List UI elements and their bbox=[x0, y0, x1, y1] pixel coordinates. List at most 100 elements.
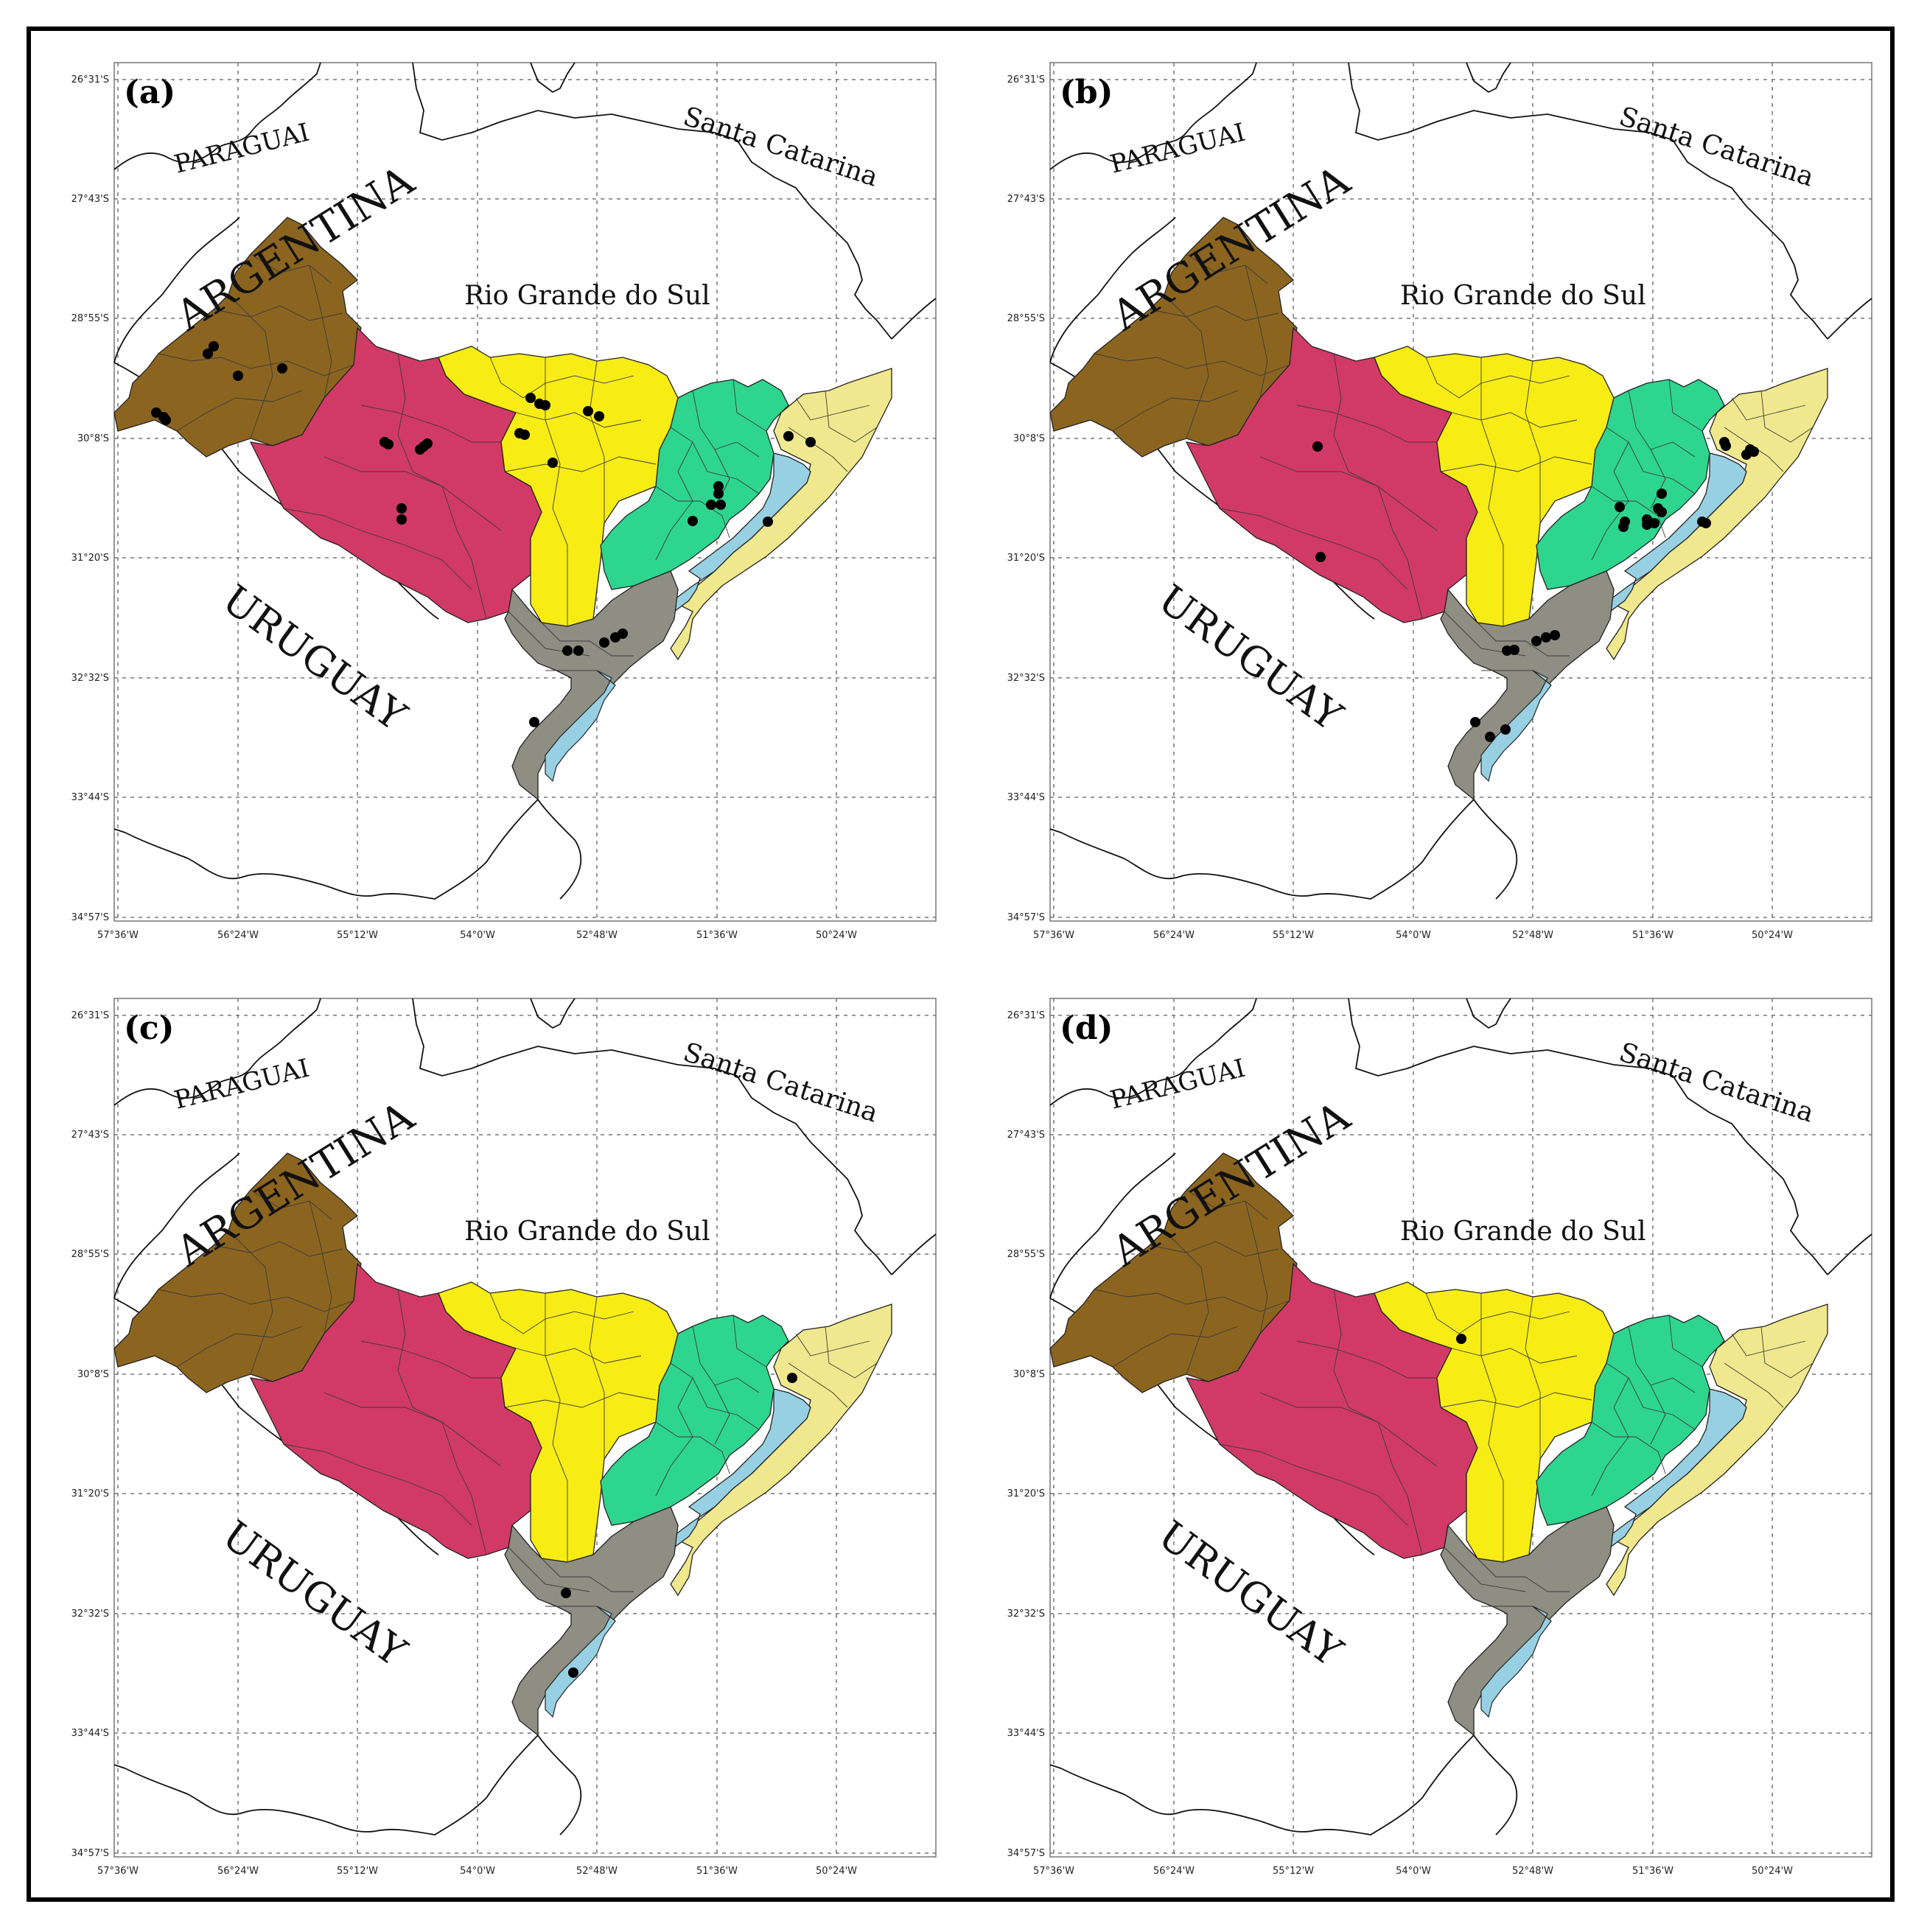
lon-tick: 56°24'W bbox=[217, 1866, 259, 1877]
lon-tick: 55°12'W bbox=[337, 930, 378, 941]
panel-letter: (c) bbox=[124, 1009, 174, 1047]
label-rio-grande-do-sul: Rio Grande do Sul bbox=[464, 1217, 710, 1247]
panel-letter: (a) bbox=[124, 74, 175, 111]
label-paraguai: PARAGUAI bbox=[172, 118, 312, 180]
region-central bbox=[1374, 346, 1615, 627]
panel-b: 26°31'S 27°43'S 28°55'S 30°8'S 31°20'S 3… bbox=[1007, 62, 1872, 941]
lon-tick: 55°12'W bbox=[337, 1866, 378, 1877]
label-santa-catarina: Santa Catarina bbox=[679, 1037, 881, 1129]
lon-tick: 54°0'W bbox=[1396, 930, 1431, 941]
lon-tick: 52°48'W bbox=[576, 930, 618, 941]
lon-tick: 52°48'W bbox=[1512, 930, 1553, 941]
region-west bbox=[1049, 1152, 1298, 1393]
lat-tick: 34°57'S bbox=[71, 1848, 109, 1859]
region-west bbox=[113, 217, 362, 458]
figure-frame bbox=[27, 27, 1895, 1902]
lon-tick: 57°36'W bbox=[97, 1866, 139, 1877]
station-markers bbox=[561, 1373, 797, 1678]
panel-d: 26°31'S 27°43'S 28°55'S 30°8'S 31°20'S 3… bbox=[1007, 998, 1872, 1877]
lat-tick: 26°31'S bbox=[1007, 1010, 1045, 1021]
lon-tick: 54°0'W bbox=[1396, 1866, 1431, 1877]
lat-tick: 27°43'S bbox=[71, 1130, 109, 1141]
lon-tick: 52°48'W bbox=[576, 1866, 618, 1877]
lat-tick: 26°31'S bbox=[1007, 74, 1045, 85]
label-santa-catarina: Santa Catarina bbox=[1615, 102, 1817, 193]
label-paraguai: PARAGUAI bbox=[1108, 1054, 1248, 1116]
label-rio-grande-do-sul: Rio Grande do Sul bbox=[464, 281, 710, 311]
region-west bbox=[113, 1152, 362, 1393]
label-rio-grande-do-sul: Rio Grande do Sul bbox=[1400, 281, 1646, 311]
panel-letter: (b) bbox=[1060, 74, 1113, 111]
region-east-central bbox=[600, 379, 789, 590]
lat-tick: 32°32'S bbox=[71, 1609, 109, 1620]
label-paraguai: PARAGUAI bbox=[1108, 118, 1248, 180]
region-central bbox=[438, 346, 679, 627]
lon-tick: 55°12'W bbox=[1273, 930, 1314, 941]
region-east-central bbox=[1536, 1315, 1725, 1526]
label-rio-grande-do-sul: Rio Grande do Sul bbox=[1400, 1217, 1646, 1247]
lat-tick: 31°20'S bbox=[71, 553, 109, 564]
lat-tick: 33°44'S bbox=[71, 1728, 109, 1739]
lat-tick: 33°44'S bbox=[71, 792, 109, 803]
station-markers bbox=[151, 341, 816, 727]
lon-tick: 57°36'W bbox=[1033, 930, 1074, 941]
lon-tick: 51°36'W bbox=[1632, 930, 1674, 941]
panel-letter: (d) bbox=[1060, 1009, 1113, 1047]
lon-tick: 57°36'W bbox=[97, 930, 139, 941]
region-central bbox=[438, 1281, 679, 1563]
lat-tick: 30°8'S bbox=[77, 1369, 109, 1380]
label-uruguay: URUGUAY bbox=[214, 576, 416, 741]
lat-tick: 32°32'S bbox=[1007, 1609, 1045, 1620]
lat-tick: 32°32'S bbox=[1007, 673, 1045, 684]
lat-tick: 30°8'S bbox=[1013, 433, 1045, 444]
lon-tick: 51°36'W bbox=[696, 1866, 738, 1877]
lon-tick: 56°24'W bbox=[1153, 930, 1195, 941]
lat-tick: 34°57'S bbox=[1007, 1848, 1045, 1859]
lat-tick: 32°32'S bbox=[71, 673, 109, 684]
station-markers bbox=[1456, 1334, 1466, 1344]
lat-tick: 30°8'S bbox=[1013, 1369, 1045, 1380]
lon-tick: 51°36'W bbox=[696, 930, 738, 941]
region-west bbox=[1049, 217, 1298, 458]
lat-tick: 33°44'S bbox=[1007, 792, 1045, 803]
lat-tick: 28°55'S bbox=[71, 1249, 109, 1260]
lon-tick: 54°0'W bbox=[460, 930, 495, 941]
label-uruguay: URUGUAY bbox=[1150, 576, 1351, 741]
lat-tick: 26°31'S bbox=[71, 74, 109, 85]
label-paraguai: PARAGUAI bbox=[172, 1054, 312, 1116]
lon-tick: 50°24'W bbox=[816, 1866, 857, 1877]
panel-a: 26°31'S 27°43'S 28°55'S 30°8'S 31°20'S 3… bbox=[71, 62, 937, 941]
lat-tick: 31°20'S bbox=[1007, 553, 1045, 564]
region-east-central bbox=[600, 1315, 789, 1526]
lon-tick: 56°24'W bbox=[1153, 1866, 1195, 1877]
lat-tick: 27°43'S bbox=[1007, 194, 1045, 205]
region-central bbox=[1374, 1281, 1615, 1563]
label-santa-catarina: Santa Catarina bbox=[1615, 1037, 1817, 1129]
lat-tick: 33°44'S bbox=[1007, 1728, 1045, 1739]
lon-tick: 51°36'W bbox=[1632, 1866, 1674, 1877]
lon-tick: 50°24'W bbox=[816, 930, 857, 941]
lat-tick: 31°20'S bbox=[71, 1488, 109, 1499]
station-markers bbox=[1312, 437, 1759, 742]
lat-tick: 30°8'S bbox=[77, 433, 109, 444]
label-uruguay: URUGUAY bbox=[214, 1512, 416, 1676]
label-uruguay: URUGUAY bbox=[1150, 1512, 1351, 1676]
region-east-central bbox=[1536, 379, 1725, 590]
lat-tick: 31°20'S bbox=[1007, 1488, 1045, 1499]
lat-tick: 26°31'S bbox=[71, 1010, 109, 1021]
lat-tick: 34°57'S bbox=[71, 912, 109, 923]
lon-tick: 50°24'W bbox=[1752, 1866, 1793, 1877]
lat-tick: 34°57'S bbox=[1007, 912, 1045, 923]
lon-tick: 56°24'W bbox=[217, 930, 259, 941]
lat-tick: 27°43'S bbox=[71, 194, 109, 205]
lat-tick: 28°55'S bbox=[71, 313, 109, 324]
lat-tick: 28°55'S bbox=[1007, 313, 1045, 324]
lon-tick: 55°12'W bbox=[1273, 1866, 1314, 1877]
lon-tick: 54°0'W bbox=[460, 1866, 495, 1877]
lon-tick: 57°36'W bbox=[1033, 1866, 1074, 1877]
lat-tick: 28°55'S bbox=[1007, 1249, 1045, 1260]
lon-tick: 52°48'W bbox=[1512, 1866, 1553, 1877]
lat-tick: 27°43'S bbox=[1007, 1130, 1045, 1141]
lon-tick: 50°24'W bbox=[1752, 930, 1793, 941]
